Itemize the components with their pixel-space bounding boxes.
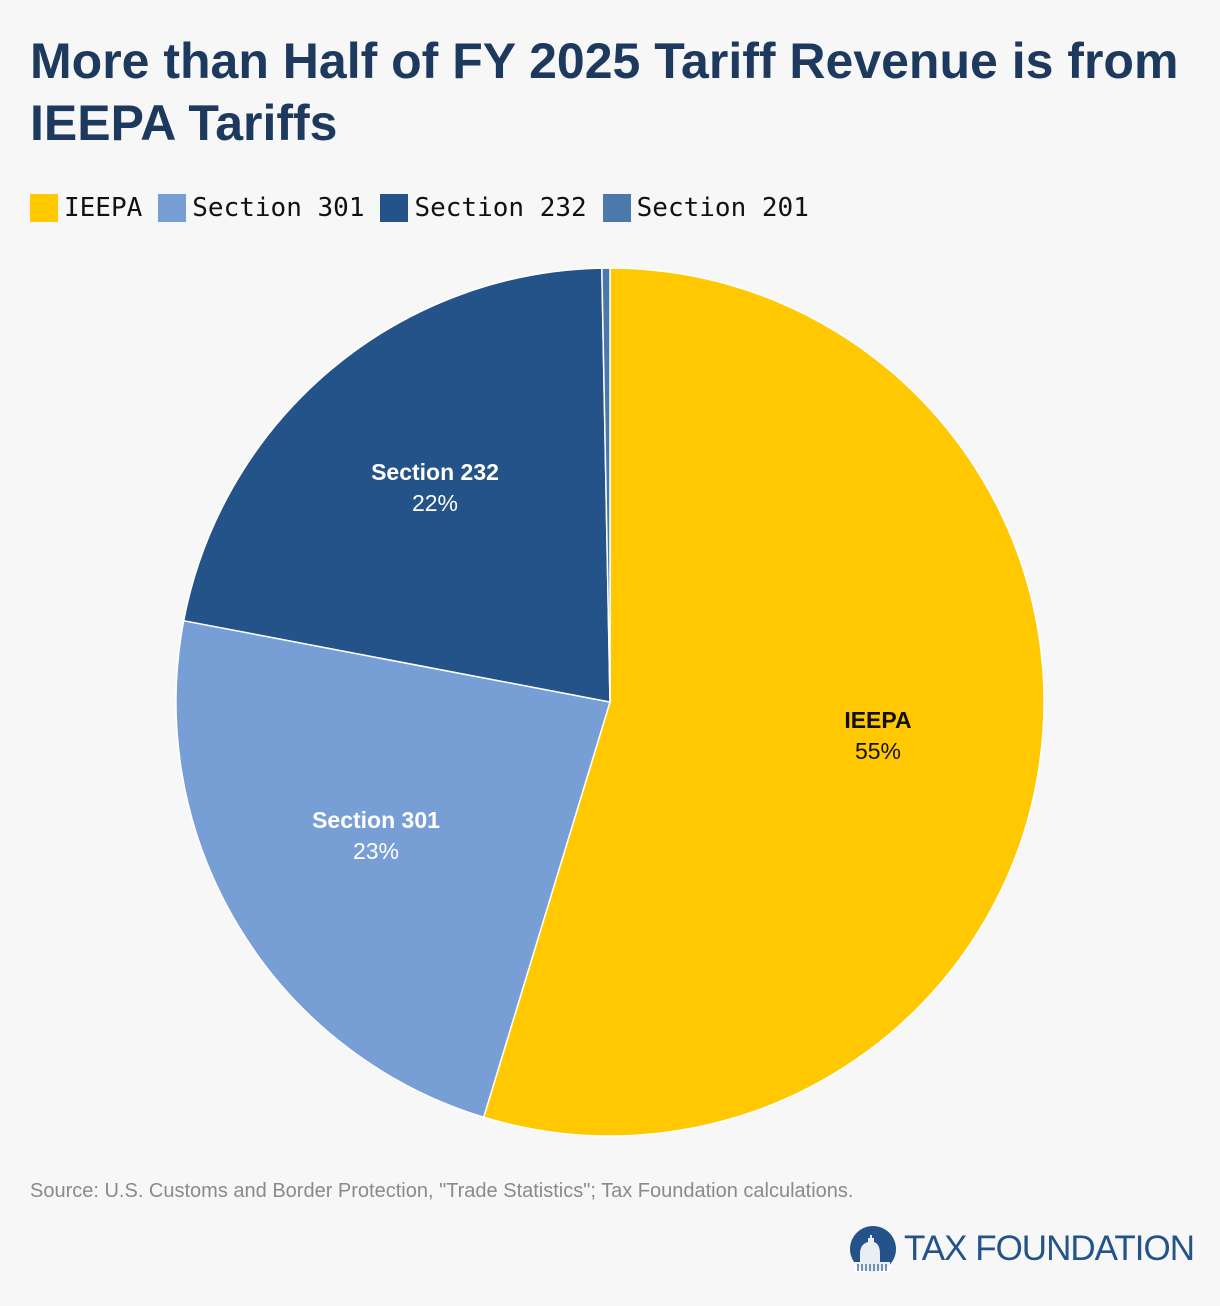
chart-title: More than Half of FY 2025 Tariff Revenue… [30, 33, 1179, 151]
legend-label: IEEPA [64, 193, 143, 223]
legend-item-section-232: Section 232 [380, 193, 587, 223]
pie-slice-section-232 [182, 267, 611, 703]
legend-label: Section 232 [414, 193, 587, 223]
pie-slice-section-201 [601, 267, 611, 703]
source-note: Source: U.S. Customs and Border Protecti… [30, 1180, 854, 1202]
legend-label: Section 201 [636, 193, 809, 223]
slice-value-label: 23% [353, 838, 399, 864]
slice-name-label: IEEPA [844, 707, 911, 733]
legend-swatch [602, 194, 631, 222]
legend-label: Section 301 [192, 193, 365, 223]
slice-name-label: Section 301 [312, 807, 440, 833]
slice-value-label: 22% [412, 490, 458, 516]
legend-item-section-301: Section 301 [158, 193, 364, 223]
pie-slice-ieepa [482, 267, 1045, 1137]
capitol-dome-icon [850, 1226, 896, 1272]
legend-item-section-201: Section 201 [602, 193, 809, 223]
legend: IEEPA Section 301 Section 232 Section 20… [30, 193, 825, 223]
legend-item-ieepa: IEEPA [30, 193, 142, 223]
pie-slice-section-301 [175, 619, 611, 1119]
legend-swatch [30, 194, 58, 222]
slice-value-label: 55% [855, 738, 901, 764]
tax-foundation-logo: TAX FOUNDATION [850, 1226, 1195, 1272]
logo-text: TAX FOUNDATION [904, 1229, 1195, 1268]
legend-swatch [158, 194, 187, 222]
legend-swatch [380, 194, 409, 222]
slice-name-label: Section 232 [371, 459, 499, 485]
